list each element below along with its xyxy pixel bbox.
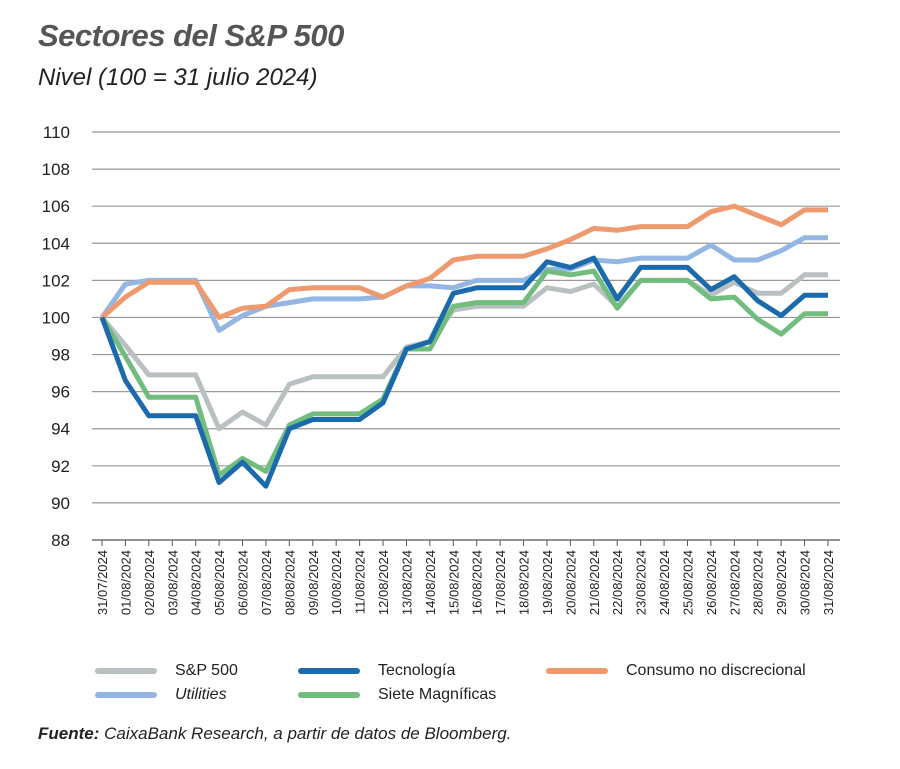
x-tick-label: 19/08/2024 [540, 550, 555, 615]
x-tick-label: 18/08/2024 [517, 550, 532, 615]
x-tick-label: 20/08/2024 [563, 550, 578, 615]
legend-label: S&P 500 [175, 662, 238, 679]
legend-swatch [95, 668, 157, 674]
x-tick-label: 28/08/2024 [751, 550, 766, 615]
x-tick-label: 11/08/2024 [353, 550, 368, 614]
chart-subtitle: Nivel (100 = 31 julio 2024) [38, 64, 318, 91]
x-tick-label: 12/08/2024 [376, 550, 391, 615]
legend-consumo: Consumo no discrecional [546, 662, 806, 680]
legend-label: Tecnología [378, 662, 456, 679]
x-tick-label: 21/08/2024 [587, 550, 602, 615]
legend-swatch [95, 692, 157, 698]
legend-swatch [546, 668, 608, 674]
y-tick-label: 104 [42, 234, 70, 253]
x-tick-label: 06/08/2024 [236, 550, 251, 615]
y-tick-label: 106 [42, 197, 70, 216]
y-tick-label: 100 [42, 308, 70, 327]
legend-utilities: Utilities [95, 686, 227, 704]
legend-swatch [298, 692, 360, 698]
x-tick-label: 16/08/2024 [470, 550, 485, 615]
x-tick-label: 31/08/2024 [821, 550, 836, 615]
x-tick-label: 14/08/2024 [423, 550, 438, 615]
x-tick-label: 05/08/2024 [212, 550, 227, 615]
y-tick-label: 98 [51, 346, 70, 365]
legend-label: Siete Magníficas [378, 686, 497, 703]
x-tick-label: 15/08/2024 [446, 550, 461, 615]
legend-label: Consumo no discrecional [626, 662, 806, 679]
y-tick-label: 108 [42, 160, 70, 179]
y-tick-label: 92 [51, 457, 70, 476]
source-label: Fuente: [38, 724, 100, 743]
legend-swatch [298, 668, 360, 674]
x-tick-label: 24/08/2024 [657, 550, 672, 615]
x-tick-label: 30/08/2024 [798, 550, 813, 615]
legend-sp500: S&P 500 [95, 662, 238, 680]
y-tick-label: 94 [51, 420, 70, 439]
x-tick-label: 26/08/2024 [704, 550, 719, 615]
y-tick-label: 88 [51, 531, 70, 550]
y-tick-label: 110 [43, 123, 70, 142]
series-line-utilities [99, 235, 828, 333]
y-tick-label: 90 [51, 494, 70, 513]
x-tick-label: 17/08/2024 [493, 550, 508, 615]
y-tick-label: 96 [51, 383, 70, 402]
x-tick-label: 08/08/2024 [282, 550, 297, 615]
x-tick-label: 07/08/2024 [259, 550, 274, 615]
chart-title: Sectores del S&P 500 [38, 18, 344, 53]
x-tick-label: 09/08/2024 [306, 550, 321, 615]
x-tick-label: 31/07/2024 [95, 550, 110, 615]
x-tick-label: 23/08/2024 [634, 550, 649, 615]
x-tick-label: 01/08/2024 [118, 550, 133, 615]
x-tick-label: 22/08/2024 [610, 550, 625, 615]
x-tick-label: 02/08/2024 [142, 550, 157, 615]
y-tick-label: 102 [42, 271, 70, 290]
line-chart: 88 90 92 94 96 98 100 102 104 106 108 110 31/07/2024… [42, 123, 840, 615]
series-line-siete-magn-ficas [99, 268, 828, 478]
x-tick-label: 13/08/2024 [399, 550, 414, 615]
x-tick-label: 04/08/2024 [189, 550, 204, 615]
x-tick-label: 27/08/2024 [727, 550, 742, 615]
x-tick-label: 03/08/2024 [165, 550, 180, 615]
x-tick-label: 10/08/2024 [329, 550, 344, 615]
x-tick-label: 29/08/2024 [774, 550, 789, 615]
legend-label: Utilities [175, 686, 227, 703]
series-line-tecnolog-a [99, 255, 828, 489]
series-line-consumo-no-discrecional [100, 203, 828, 320]
legend-tecnologia: Tecnología [298, 662, 455, 680]
legend-siete-magnificas: Siete Magníficas [298, 686, 496, 704]
x-tick-label: 25/08/2024 [680, 550, 695, 615]
source-text: CaixaBank Research, a partir de datos de… [104, 724, 512, 743]
source-note: Fuente: CaixaBank Research, a partir de … [38, 724, 511, 744]
